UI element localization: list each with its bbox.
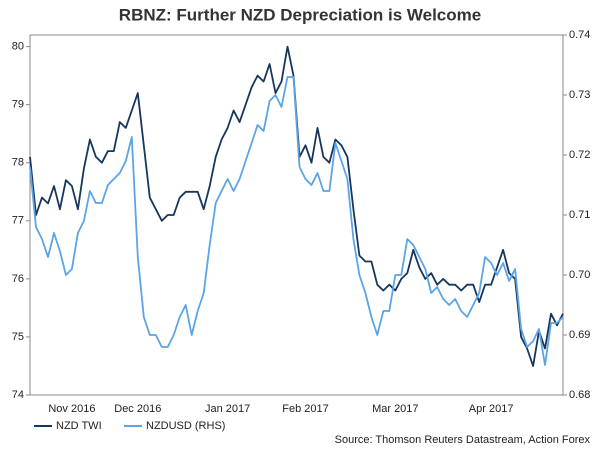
x-tick-label: Nov 2016 [48, 403, 95, 415]
y-tick-label: 77 [12, 215, 24, 227]
plot-frame [29, 34, 564, 396]
y-tick-label: 80 [12, 41, 24, 53]
y2-tick-label: 0.74 [569, 29, 590, 41]
x-tick-label: Jan 2017 [205, 403, 250, 415]
y2-tick-label: 0.73 [569, 89, 590, 101]
legend-label: NZDUSD (RHS) [146, 420, 225, 432]
x-tick-label: Dec 2016 [114, 403, 161, 415]
x-tick-label: Feb 2017 [282, 403, 328, 415]
y-tick-label: 78 [12, 157, 24, 169]
series-line [29, 76, 564, 366]
y-tick-label: 74 [12, 389, 24, 401]
x-tick-label: Mar 2017 [372, 403, 418, 415]
y2-tick-label: 0.71 [569, 209, 590, 221]
y2-tick-label: 0.68 [569, 389, 590, 401]
y-tick-label: 76 [12, 273, 24, 285]
series-line [29, 45, 564, 367]
chart-title: RBNZ: Further NZD Depreciation is Welcom… [119, 5, 481, 24]
legend-label: NZD TWI [56, 420, 102, 432]
y2-tick-label: 0.72 [569, 149, 590, 161]
y2-tick-label: 0.70 [569, 269, 590, 281]
source-note: Source: Thomson Reuters Datastream, Acti… [335, 434, 591, 446]
y2-tick-label: 0.69 [569, 329, 590, 341]
y-tick-label: 79 [12, 99, 24, 111]
y-tick-label: 75 [12, 331, 24, 343]
x-tick-label: Apr 2017 [469, 403, 514, 415]
